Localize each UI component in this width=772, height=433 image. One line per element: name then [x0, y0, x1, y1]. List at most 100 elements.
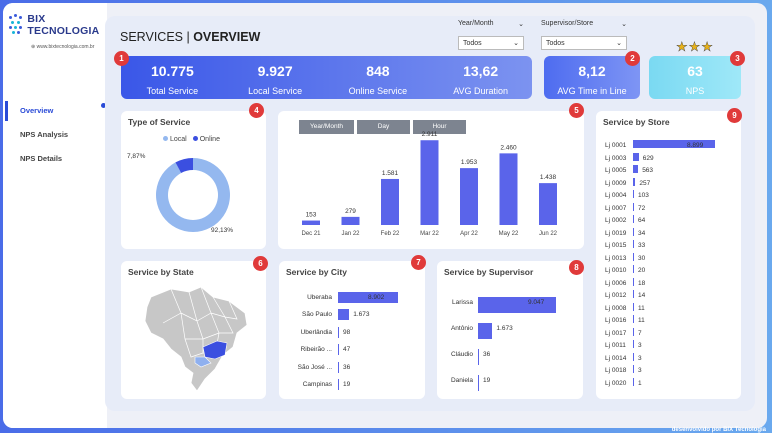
time-axis-label: Feb 22 — [381, 231, 400, 237]
bar[interactable] — [633, 177, 636, 186]
bar-category-label: Daniela — [450, 377, 473, 384]
time-axis-label: Jun 22 — [539, 231, 558, 237]
bar[interactable] — [633, 315, 634, 323]
tab-day[interactable]: Day — [357, 120, 410, 134]
bar-category-label: Lj 0014 — [605, 354, 627, 362]
kpi-avg-duration: 13,62 AVG Duration — [453, 63, 509, 96]
kpi-local-service: 9.927 Local Service — [248, 63, 303, 96]
bar[interactable] — [633, 215, 634, 223]
chevron-down-icon[interactable]: ⌄ — [621, 21, 627, 28]
bar-category-label: São José ... — [297, 363, 332, 371]
bar[interactable] — [338, 326, 339, 338]
sidebar: BIX TECNOLOGIA ⊕ www.bixtecnologia.com.b… — [3, 3, 107, 428]
brazil-map — [144, 286, 248, 392]
chevron-down-icon[interactable]: ⌄ — [518, 21, 524, 28]
time-axis-label: Dec 21 — [301, 231, 321, 237]
legend-online: Online — [192, 136, 220, 143]
supervisor-store-select[interactable]: Todos ⌄ — [541, 36, 627, 50]
bar[interactable] — [338, 309, 350, 321]
time-bar — [341, 216, 360, 225]
bar[interactable] — [478, 349, 479, 365]
online-pct-label: 7,87% — [127, 153, 146, 160]
time-axis-label: Mar 22 — [420, 231, 439, 237]
bar-category-label: Lj 0003 — [605, 154, 627, 162]
bar-category-label: São Paulo — [302, 311, 332, 319]
bar-category-label: Lj 0016 — [605, 317, 627, 324]
bar[interactable] — [478, 297, 556, 313]
bar[interactable] — [633, 227, 634, 236]
time-bar-value: 153 — [306, 212, 317, 219]
bar-value-label: 11 — [638, 317, 645, 324]
time-bar-value: 1.438 — [540, 174, 557, 181]
bar-category-label: Lj 0009 — [605, 179, 627, 187]
bar-value-label: 9.047 — [528, 299, 545, 306]
bar-value-label: 34 — [638, 229, 646, 237]
bar[interactable] — [633, 365, 634, 373]
year-month-select[interactable]: Todos ⌄ — [458, 36, 524, 50]
bar-category-label: Larissa — [452, 299, 473, 306]
time-bar — [381, 178, 399, 225]
time-axis-label: May 22 — [499, 231, 519, 237]
chevron-down-icon: ⌄ — [513, 40, 519, 47]
bar[interactable] — [633, 140, 715, 148]
bar[interactable] — [633, 277, 634, 286]
time-granularity-tabs: Year/Month Day Hour — [299, 120, 466, 134]
bar[interactable] — [633, 240, 634, 248]
logo: BIX TECNOLOGIA — [9, 13, 107, 37]
badge-5: 5 — [569, 103, 584, 118]
bar-value-label: 20 — [638, 267, 646, 274]
nav-nps-analysis[interactable]: NPS Analysis — [20, 130, 69, 139]
bar[interactable] — [633, 340, 634, 348]
filter-label: Year/Month — [458, 20, 494, 27]
card-title: Service by Supervisor — [444, 267, 534, 277]
bar-value-label: 629 — [642, 154, 654, 162]
bar-category-label: Lj 0018 — [605, 367, 627, 374]
card-type-of-service: Type of Service Local Online 7,87% 92,13… — [121, 111, 266, 249]
bar[interactable] — [633, 152, 639, 161]
bar-category-label: Lj 0004 — [605, 192, 627, 199]
badge-7: 7 — [411, 255, 426, 270]
bar-value-label: 64 — [638, 217, 646, 224]
page-title: SERVICES | OVERVIEW — [120, 30, 261, 44]
badge-9: 9 — [727, 108, 742, 123]
bar[interactable] — [633, 190, 634, 198]
bar[interactable] — [633, 165, 639, 173]
badge-3: 3 — [730, 51, 745, 66]
bar[interactable] — [633, 327, 634, 336]
bar[interactable] — [633, 290, 634, 298]
bar[interactable] — [478, 375, 479, 391]
bar[interactable] — [633, 202, 634, 211]
bar-category-label: Lj 0011 — [605, 342, 626, 349]
local-pct-label: 92,13% — [211, 227, 234, 234]
nav-nps-details[interactable]: NPS Details — [20, 154, 63, 163]
bar[interactable] — [338, 379, 339, 390]
time-bar-value: 2.911 — [422, 131, 438, 138]
bar[interactable] — [633, 252, 634, 261]
card-service-by-store: Service by Store Lj 0001 8.899 Lj 0003 629 L… — [596, 111, 741, 399]
bar-value-label: 11 — [638, 304, 645, 312]
bar[interactable] — [633, 265, 634, 273]
bar[interactable] — [633, 377, 634, 386]
bar-value-label: 3 — [638, 354, 642, 362]
bar[interactable] — [338, 344, 339, 356]
tab-hour[interactable]: Hour — [413, 120, 466, 134]
kpi-nps: 63 NPS — [649, 56, 741, 99]
time-axis-label: Apr 22 — [460, 231, 478, 237]
donut-slice-local — [156, 158, 230, 232]
bar-value-label: 563 — [642, 167, 654, 174]
bar-category-label: Lj 0007 — [605, 204, 627, 212]
bar[interactable] — [633, 302, 634, 311]
bar-value-label: 18 — [638, 279, 646, 287]
bar-category-label: Lj 0015 — [605, 242, 627, 249]
nav-overview[interactable]: Overview — [3, 99, 107, 123]
time-bar-value: 2.460 — [500, 144, 517, 151]
bar[interactable] — [338, 361, 339, 373]
time-bar — [460, 168, 478, 225]
time-bar — [539, 183, 557, 225]
card-services-over-time: Year/Month Day Hour 153 Dec 21 279 Jan 22 1.… — [278, 111, 584, 249]
bar[interactable] — [338, 292, 398, 303]
tab-year-month[interactable]: Year/Month — [299, 120, 354, 134]
bar-category-label: Lj 0020 — [605, 379, 627, 387]
bar[interactable] — [633, 352, 634, 361]
bar[interactable] — [478, 323, 493, 339]
